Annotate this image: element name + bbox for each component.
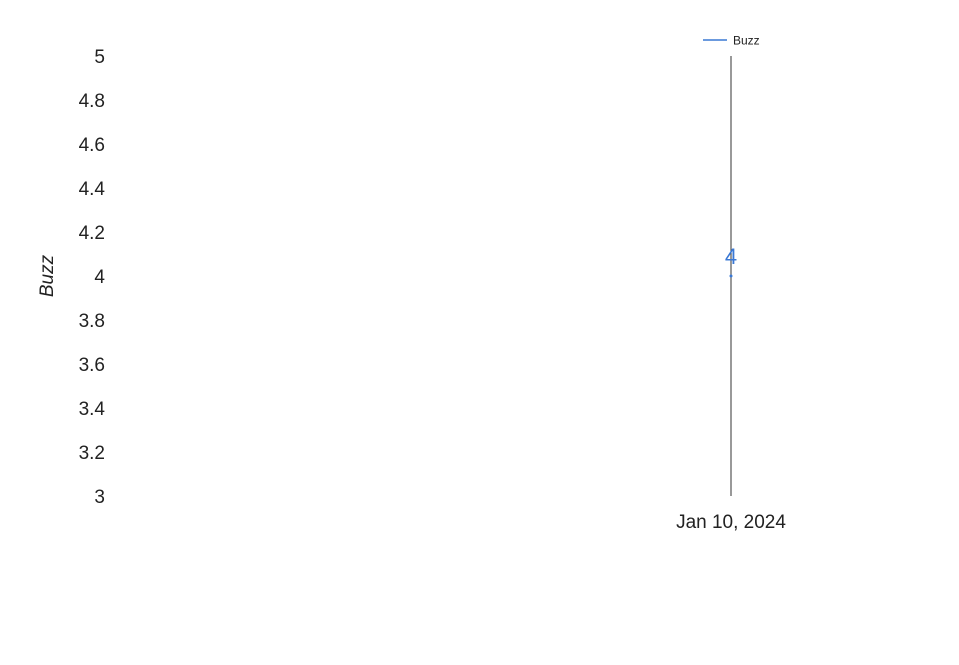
y-tick-label: 3.2 [79, 443, 105, 464]
plot-area: 4 [725, 56, 737, 496]
y-tick-label: 4.2 [79, 223, 105, 244]
y-tick-label: 4 [94, 267, 105, 288]
legend-label: Buzz [733, 34, 760, 48]
y-tick-label: 4.4 [79, 179, 106, 200]
y-axis-title: Buzz [37, 254, 58, 297]
y-tick-label: 4.8 [79, 91, 105, 112]
y-tick-label: 5 [94, 47, 105, 68]
y-tick-label: 3.8 [79, 311, 105, 332]
data-label: 4 [725, 244, 737, 269]
y-axis-tick-labels: 5 4.8 4.6 4.4 4.2 4 3.8 3.6 3.4 3.2 3 [79, 47, 106, 508]
y-tick-label: 4.6 [79, 135, 105, 156]
legend[interactable]: Buzz [703, 34, 760, 48]
y-tick-label: 3.4 [79, 399, 106, 420]
y-tick-label: 3 [94, 487, 105, 508]
y-tick-label: 3.6 [79, 355, 105, 376]
x-tick-label: Jan 10, 2024 [676, 512, 786, 533]
series-point[interactable] [729, 274, 733, 278]
x-axis-tick-labels: Jan 10, 2024 [676, 512, 786, 533]
